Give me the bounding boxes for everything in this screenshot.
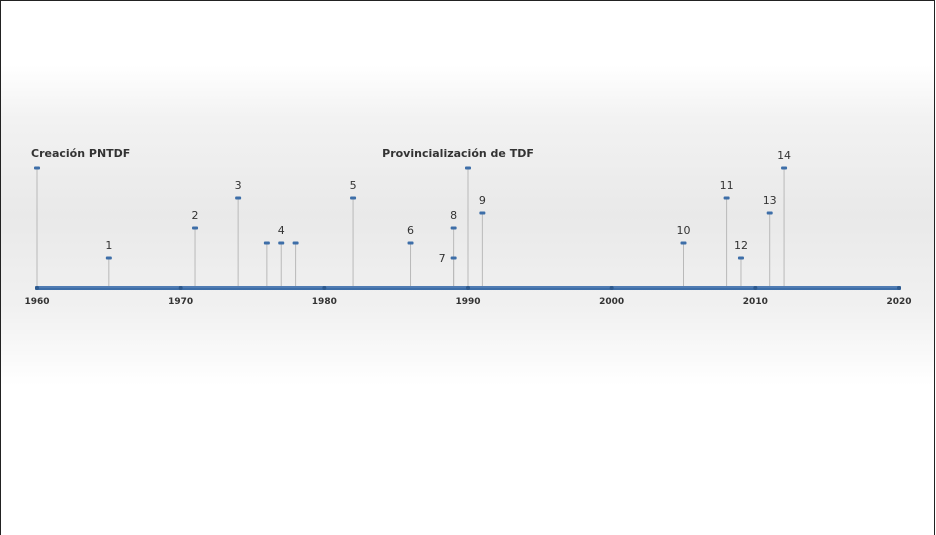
event-marker bbox=[723, 196, 730, 200]
year-label: 2000 bbox=[599, 297, 624, 307]
event-number-label: 9 bbox=[479, 194, 486, 207]
event-title-label: Creación PNTDF bbox=[31, 147, 130, 160]
event-number-label: 6 bbox=[407, 224, 414, 237]
event-number-label: 13 bbox=[763, 194, 777, 207]
event-number-label: 3 bbox=[235, 179, 242, 192]
event-number-label: 12 bbox=[734, 239, 748, 252]
year-label: 1960 bbox=[24, 297, 49, 307]
year-tick bbox=[466, 286, 470, 290]
year-tick bbox=[178, 286, 183, 290]
year-tick bbox=[35, 286, 39, 290]
event-number-label: 11 bbox=[720, 179, 734, 192]
event-marker bbox=[105, 256, 112, 260]
year-label: 2020 bbox=[886, 297, 911, 307]
year-label: 1970 bbox=[168, 297, 193, 307]
year-tick bbox=[322, 286, 327, 290]
event-marker bbox=[781, 166, 788, 170]
event-number-label: 14 bbox=[777, 149, 791, 162]
event-number-label: 7 bbox=[439, 252, 446, 265]
year-tick bbox=[609, 286, 614, 290]
event-number-label: 10 bbox=[677, 224, 691, 237]
event-marker bbox=[407, 241, 414, 245]
event-marker bbox=[263, 241, 270, 245]
event-marker bbox=[235, 196, 242, 200]
event-number-label: 1 bbox=[105, 239, 112, 252]
event-number-label: 5 bbox=[350, 179, 357, 192]
event-number-label: 8 bbox=[450, 209, 457, 222]
year-tick bbox=[753, 286, 758, 290]
event-title-label: Provincialización de TDF bbox=[382, 147, 534, 160]
year-label: 1990 bbox=[455, 297, 480, 307]
year-label: 1980 bbox=[312, 297, 337, 307]
event-marker bbox=[737, 256, 744, 260]
event-marker bbox=[479, 211, 486, 215]
event-marker bbox=[292, 241, 299, 245]
event-marker bbox=[450, 226, 457, 230]
year-label: 2010 bbox=[743, 297, 768, 307]
event-marker bbox=[450, 256, 457, 260]
event-marker bbox=[278, 241, 285, 245]
event-marker bbox=[766, 211, 773, 215]
event-marker bbox=[350, 196, 357, 200]
event-number-label: 2 bbox=[192, 209, 199, 222]
event-marker bbox=[34, 166, 40, 170]
event-marker bbox=[680, 241, 687, 245]
event-number-label: 4 bbox=[278, 224, 285, 237]
event-marker bbox=[465, 166, 471, 170]
event-marker bbox=[192, 226, 199, 230]
year-tick bbox=[897, 286, 901, 290]
